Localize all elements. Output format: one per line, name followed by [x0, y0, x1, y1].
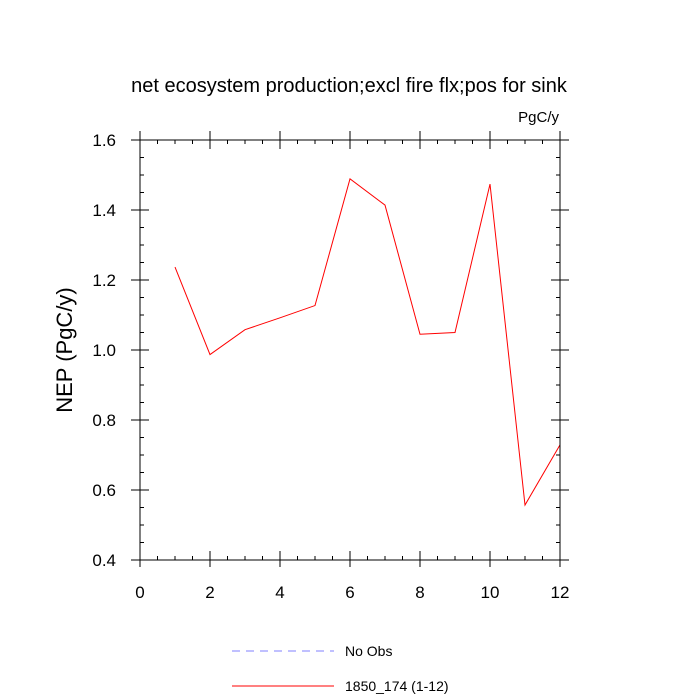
y-tick-label: 1.0 — [92, 341, 116, 360]
units-label: PgC/y — [518, 109, 559, 126]
series-layer — [174, 178, 561, 507]
x-tick-label: 10 — [481, 583, 500, 602]
legend-label: 1850_174 (1-12) — [345, 678, 449, 694]
x-tick-label: 0 — [135, 583, 144, 602]
x-tick-label: 4 — [275, 583, 284, 602]
x-tick-label: 12 — [551, 583, 570, 602]
y-axis-label: NEP (PgC/y) — [52, 287, 77, 413]
y-tick-label: 1.2 — [92, 271, 116, 290]
axis-tick-labels: 0 2 4 6 8 10 12 0.4 0.6 0.8 1.0 1.2 1.4 1.6 — [92, 131, 569, 602]
y-tick-label: 0.8 — [92, 411, 116, 430]
series-line — [174, 178, 561, 507]
legend: No Obs 1850_174 (1-12) — [232, 643, 449, 694]
x-tick-label: 6 — [345, 583, 354, 602]
y-tick-label: 1.4 — [92, 201, 116, 220]
y-tick-label: 1.6 — [92, 131, 116, 150]
y-tick-label: 0.6 — [92, 481, 116, 500]
x-tick-label: 2 — [205, 583, 214, 602]
chart-title: net ecosystem production;excl fire flx;p… — [131, 75, 568, 97]
y-tick-label: 0.4 — [92, 551, 116, 570]
legend-label: No Obs — [345, 643, 392, 659]
x-tick-label: 8 — [415, 583, 424, 602]
axis-ticks — [131, 131, 569, 567]
plot-frame — [139, 139, 561, 561]
